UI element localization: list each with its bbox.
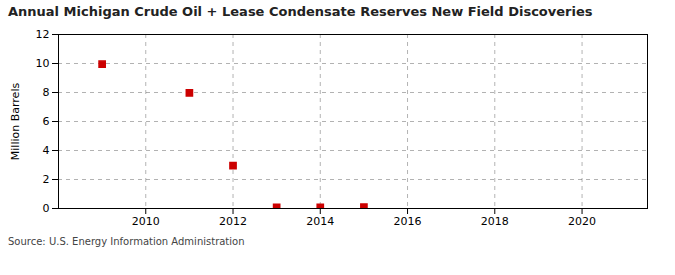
html-text:Annual Michigan Crude Oil + Le: Annual Michigan Crude Oil + Lease Conden… <box>8 4 593 19</box>
svg-text:8: 8 <box>43 86 50 99</box>
svg-text:2014: 2014 <box>306 215 334 228</box>
svg-text:10: 10 <box>36 57 50 70</box>
svg-text:2010: 2010 <box>132 215 160 228</box>
svg-text:6: 6 <box>43 115 50 128</box>
svg-text:0: 0 <box>43 202 50 215</box>
svg-text:12: 12 <box>36 28 50 41</box>
svg-text:2: 2 <box>43 173 50 186</box>
svg-text:2016: 2016 <box>394 215 422 228</box>
svg-text:2012: 2012 <box>219 215 247 228</box>
svg-text:4: 4 <box>43 144 50 157</box>
svg-text:Million Barrels: Million Barrels <box>9 82 22 160</box>
html-text:Source: U.S. Energy Informatio: Source: U.S. Energy Information Administ… <box>8 235 245 247</box>
svg-text:2018: 2018 <box>481 215 509 228</box>
svg-text:2020: 2020 <box>568 215 596 228</box>
